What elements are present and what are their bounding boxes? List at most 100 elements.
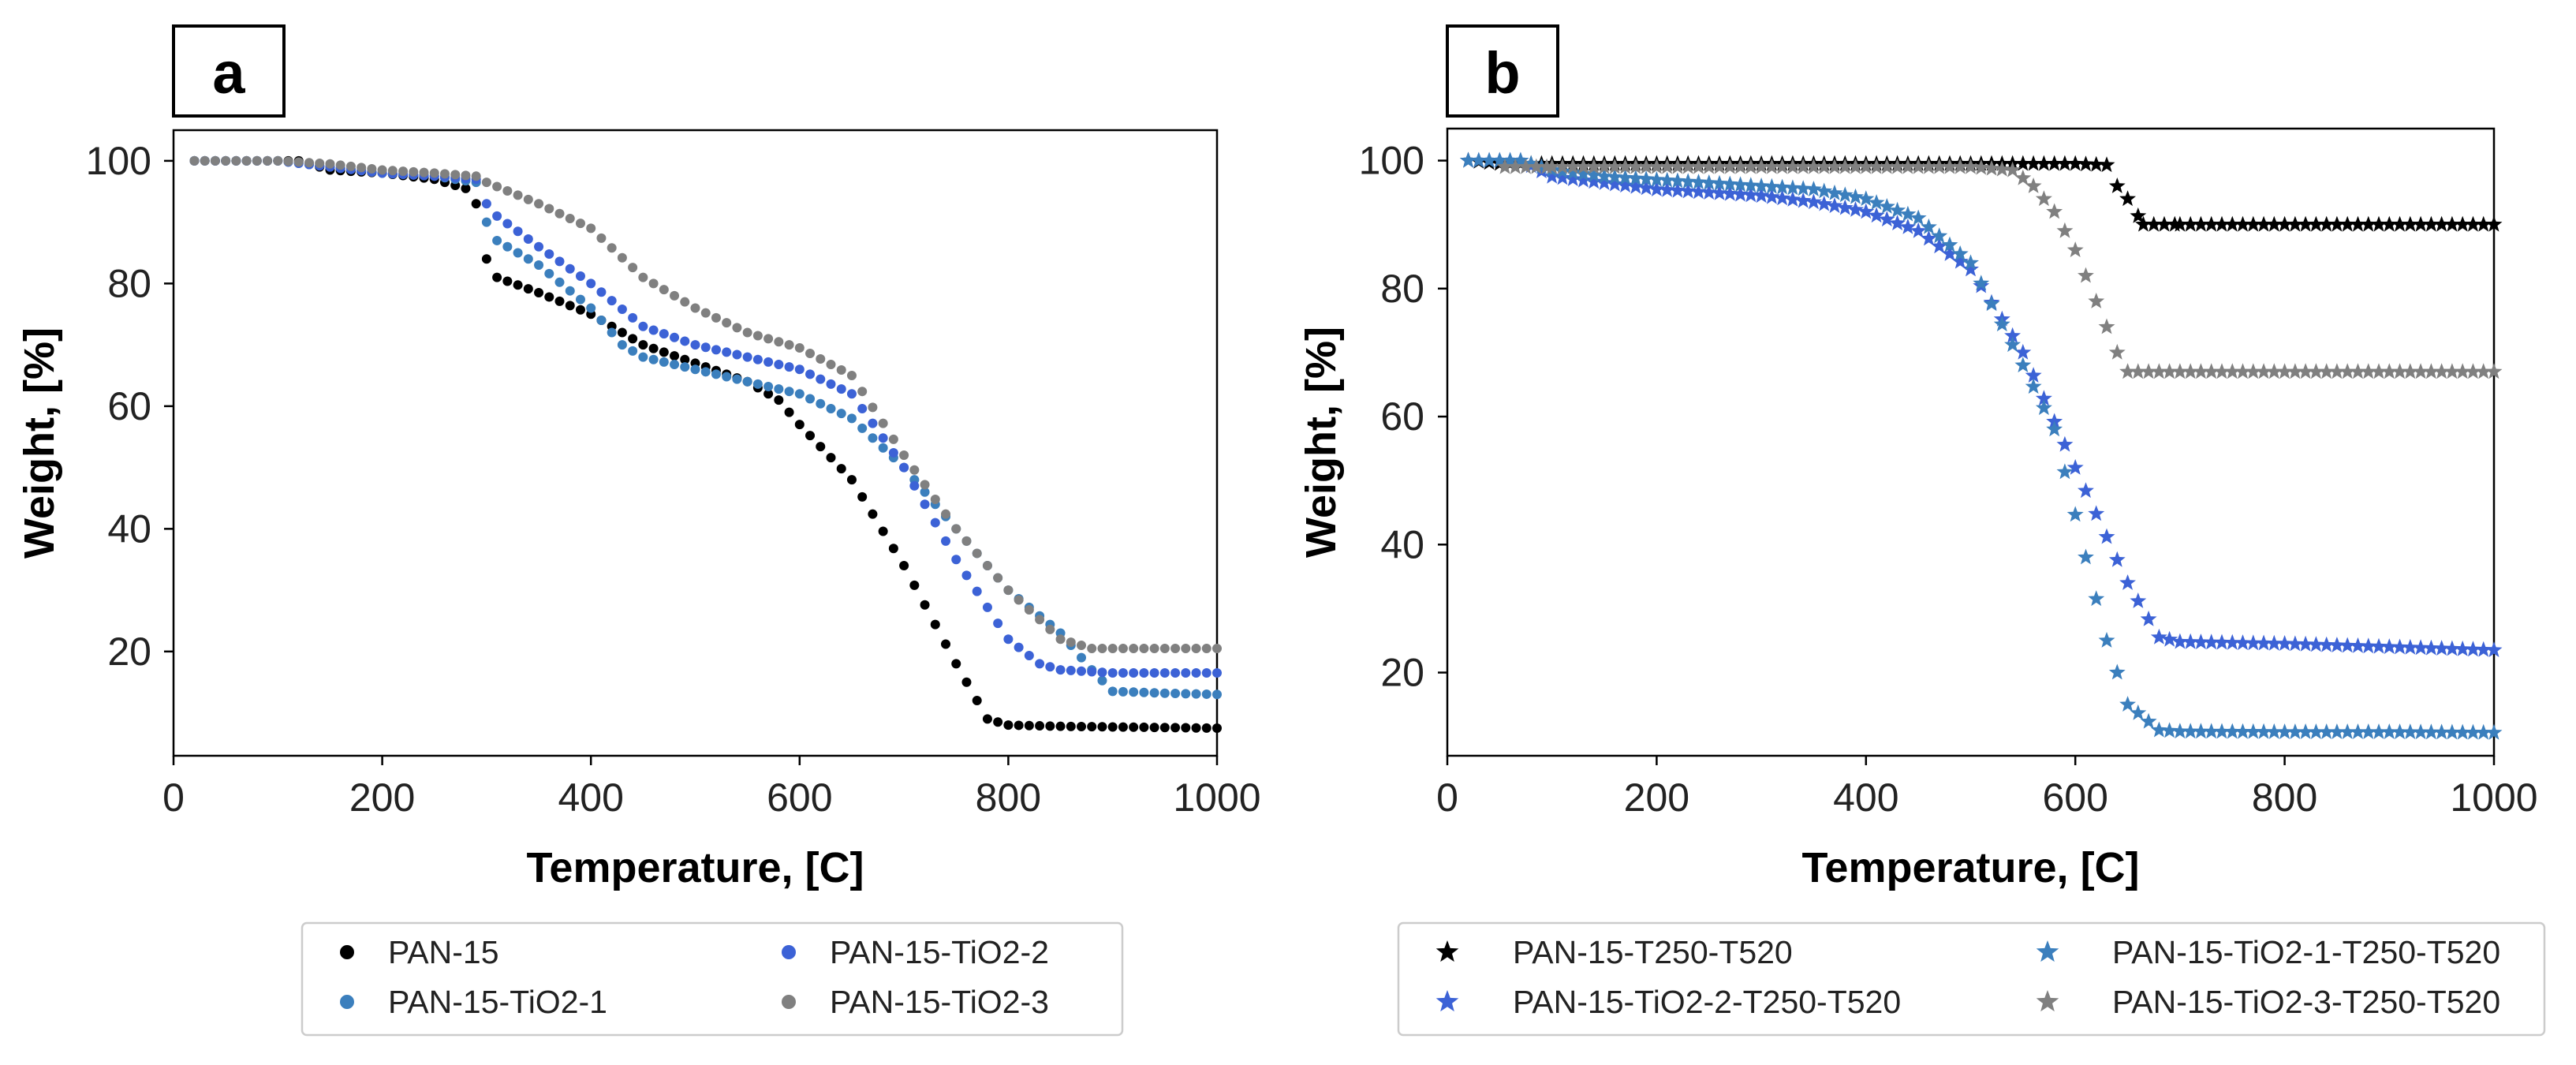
data-point — [1470, 151, 1488, 168]
data-point — [1931, 237, 1948, 254]
data-point — [1506, 158, 1524, 174]
legend-marker — [2036, 940, 2059, 962]
data-point — [2140, 610, 2157, 626]
data-point — [732, 349, 742, 360]
data-point — [1669, 172, 1686, 189]
data-point — [2485, 723, 2503, 740]
data-point — [596, 287, 607, 297]
data-point — [2391, 363, 2408, 379]
data-point — [2234, 634, 2251, 650]
data-point — [554, 208, 565, 219]
data-point — [1129, 722, 1139, 732]
data-point — [638, 321, 648, 331]
data-point — [2004, 161, 2021, 178]
data-point — [2025, 367, 2042, 383]
data-point — [1637, 179, 1655, 196]
data-point — [920, 480, 930, 490]
data-point — [1690, 174, 1707, 189]
data-point — [2014, 155, 2032, 171]
data-point — [1701, 174, 1718, 190]
data-point — [993, 618, 1003, 629]
data-point — [1742, 158, 1760, 174]
data-point — [1554, 163, 1571, 179]
data-point — [1139, 722, 1149, 732]
data-point — [961, 570, 972, 581]
data-point — [586, 223, 596, 234]
data-point — [2140, 363, 2157, 379]
data-point — [325, 159, 335, 169]
data-point — [752, 354, 763, 364]
data-point — [1077, 666, 1087, 676]
data-point — [2380, 638, 2398, 654]
data-point — [1522, 155, 1540, 171]
data-point — [909, 580, 920, 590]
data-point — [367, 163, 377, 174]
data-point — [1097, 667, 1107, 678]
data-point — [2255, 723, 2272, 739]
data-point — [1701, 158, 1718, 174]
data-point — [471, 199, 481, 209]
y-axis-title: Weight, [%] — [16, 327, 63, 559]
data-point — [1055, 721, 1066, 731]
data-point — [2182, 215, 2199, 232]
data-point — [617, 305, 627, 315]
data-point — [920, 487, 930, 497]
data-point — [1212, 668, 1222, 678]
data-point — [2046, 203, 2063, 219]
data-point — [1763, 158, 1780, 174]
data-point — [2350, 723, 2366, 739]
x-tick-label: 1000 — [2450, 775, 2537, 820]
data-point — [1014, 595, 1024, 605]
data-point — [722, 372, 732, 382]
data-point — [1129, 668, 1139, 678]
data-point — [2433, 723, 2451, 740]
data-point — [774, 384, 784, 394]
data-point — [711, 345, 721, 355]
data-point — [1805, 193, 1822, 210]
data-point — [2370, 637, 2387, 654]
data-point — [2380, 723, 2398, 739]
data-point — [1805, 158, 1822, 174]
data-point — [377, 165, 387, 175]
data-point — [1066, 665, 1076, 675]
data-point — [2370, 723, 2387, 739]
data-point — [2056, 222, 2074, 238]
data-point — [722, 347, 732, 357]
data-point — [1149, 723, 1159, 733]
y-tick-label: 80 — [1380, 267, 1424, 311]
y-tick-label: 100 — [86, 139, 151, 183]
data-point — [2193, 723, 2209, 739]
data-point — [2402, 723, 2419, 739]
data-point — [648, 325, 659, 335]
panel-label-box — [1446, 24, 1559, 118]
data-point — [304, 158, 314, 168]
data-point — [1170, 723, 1181, 733]
data-point — [2056, 155, 2074, 171]
legend-marker — [340, 995, 354, 1009]
legend: PAN-15-T250-T520 PAN-15-TiO2-2-T250-T520 P… — [1397, 921, 2546, 1037]
data-point — [1753, 187, 1770, 204]
data-point — [690, 364, 700, 375]
data-point — [534, 288, 544, 298]
data-point — [1201, 689, 1211, 699]
data-point — [2297, 363, 2314, 379]
data-point — [2035, 155, 2052, 171]
data-point — [2328, 723, 2346, 739]
data-point — [2307, 215, 2324, 232]
data-point — [1014, 720, 1024, 731]
data-point — [565, 263, 575, 274]
data-point — [1794, 158, 1812, 174]
data-point — [2223, 723, 2241, 739]
data-point — [1690, 183, 1707, 200]
data-point — [2193, 363, 2209, 379]
data-point — [293, 157, 304, 167]
data-point — [2297, 635, 2314, 652]
data-point — [878, 433, 888, 443]
data-point — [1035, 659, 1045, 669]
x-axis-title: Temperature, [C] — [526, 844, 864, 891]
data-point — [2350, 363, 2366, 379]
data-point — [429, 168, 439, 178]
data-point — [2119, 574, 2136, 590]
data-point — [2328, 637, 2346, 652]
data-point — [481, 178, 491, 188]
